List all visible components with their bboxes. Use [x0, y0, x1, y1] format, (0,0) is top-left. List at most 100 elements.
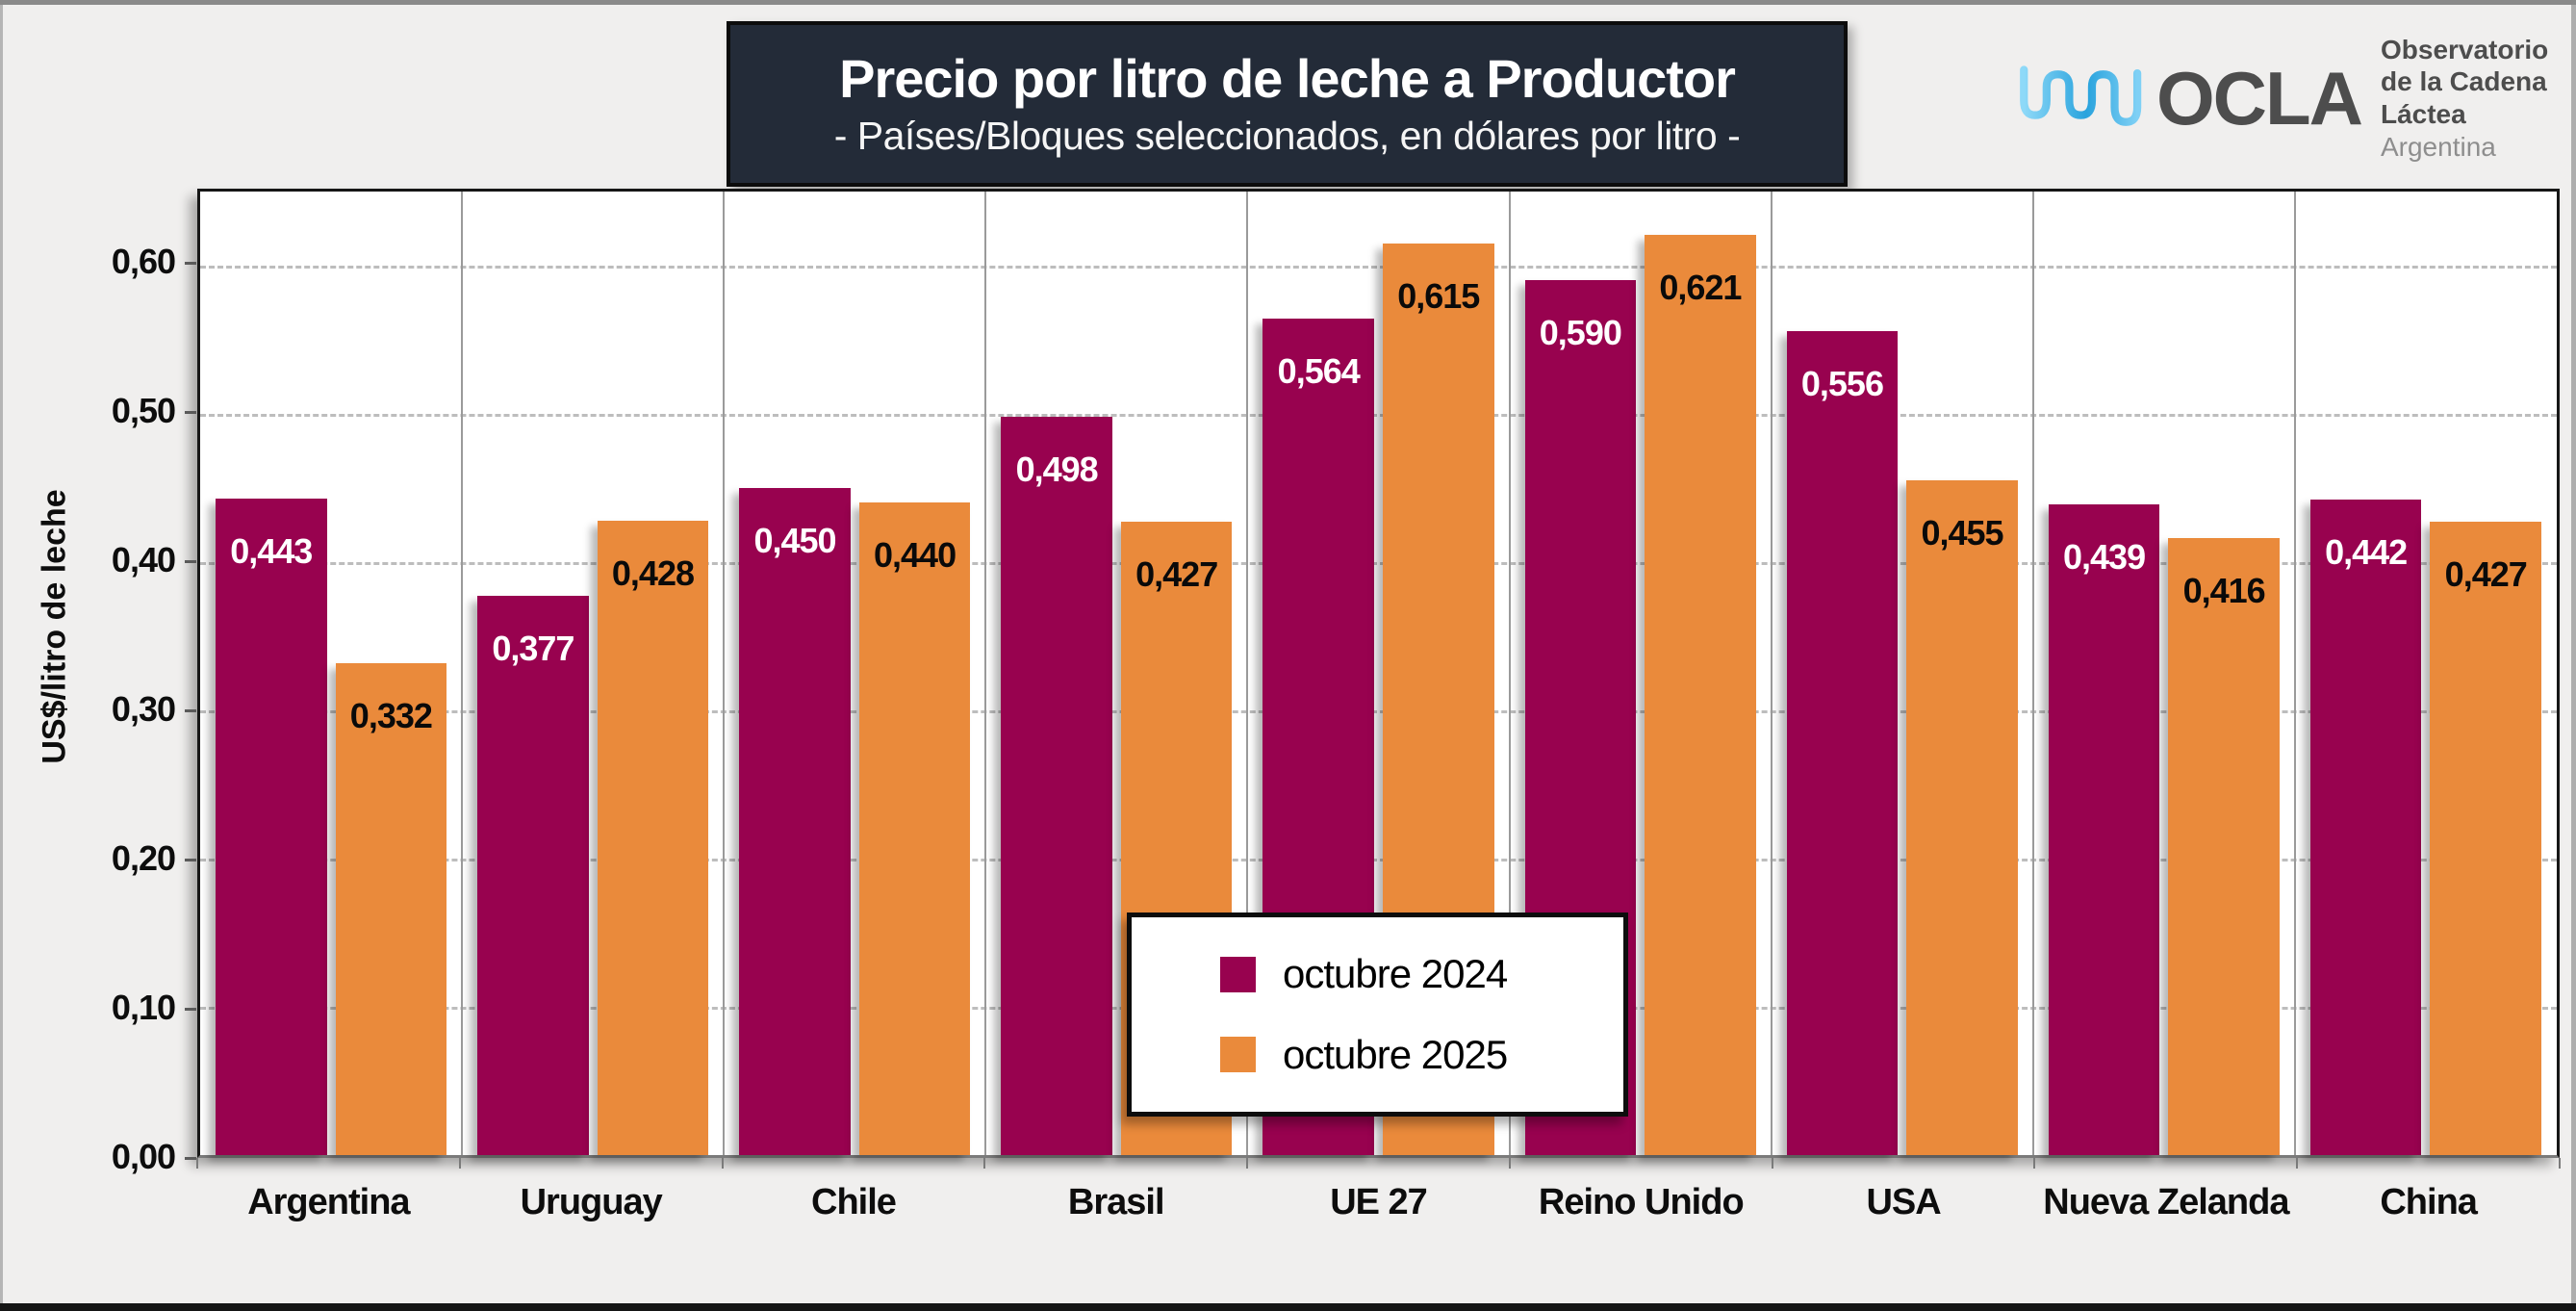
legend-box: octubre 2024 octubre 2025	[1127, 913, 1628, 1117]
bar-value-label: 0,427	[1135, 554, 1218, 595]
category-label: Reino Unido	[1538, 1182, 1745, 1222]
category-label: Argentina	[247, 1182, 410, 1222]
bar: 0,427	[2430, 522, 2541, 1155]
category-label: China	[2380, 1182, 2478, 1222]
bar: 0,440	[858, 502, 971, 1155]
milk-wave-icon	[2020, 65, 2142, 126]
bar: 0,556	[1786, 330, 1899, 1155]
category-separator	[723, 192, 726, 1155]
category-label: Uruguay	[520, 1182, 663, 1222]
x-axis-tick-mark	[1771, 1158, 1773, 1169]
category-separator	[2031, 192, 2034, 1155]
bar: 0,442	[2309, 500, 2422, 1155]
legend-item: octubre 2024	[1220, 951, 1623, 997]
gridline	[200, 266, 2557, 269]
category-separator	[1770, 192, 1773, 1155]
bar-value-label: 0,621	[1659, 267, 1742, 307]
bar: 0,332	[335, 662, 447, 1155]
bar: 0,377	[477, 596, 589, 1155]
y-axis-tick-mark	[185, 859, 196, 862]
bar: 0,455	[1906, 480, 2018, 1155]
category-label: Brasil	[1067, 1182, 1165, 1222]
window-top-strip	[0, 0, 2576, 5]
gridline	[200, 414, 2557, 417]
category-group: 0,443 0,332	[200, 192, 462, 1155]
category-group: 0,556 0,455	[1772, 192, 2033, 1155]
ocla-line1: Observatorio	[2380, 34, 2549, 64]
x-axis-category-labels: Argentina Uruguay Chile Brasil UE 27 Reino Un…	[197, 1182, 2560, 1223]
bar-value-label: 0,428	[611, 553, 695, 593]
bar-value-label: 0,455	[1921, 513, 2003, 553]
window-right-strip	[2571, 5, 2576, 1311]
y-axis-tick-label: 0,00	[111, 1137, 176, 1176]
chart-title: Precio por litro de leche a Productor	[839, 47, 1736, 109]
category-group: 0,450 0,440	[724, 192, 985, 1155]
bar-value-label: 0,416	[2182, 571, 2266, 611]
y-axis-tick-mark	[185, 411, 196, 415]
bar: 0,416	[2168, 538, 2280, 1155]
x-axis-tick-mark	[983, 1158, 986, 1169]
y-axis-tick-label: 0,60	[111, 242, 176, 282]
bar-value-label: 0,427	[2444, 554, 2528, 595]
bar-value-label: 0,615	[1397, 275, 1480, 316]
x-axis-tick-mark	[2296, 1158, 2299, 1169]
category-label: Chile	[811, 1182, 897, 1222]
bar-value-label: 0,439	[2063, 536, 2146, 577]
bar-value-label: 0,332	[349, 695, 433, 735]
bar-value-label: 0,590	[1539, 313, 1622, 353]
bar-value-label: 0,564	[1277, 351, 1361, 392]
ocla-logo: OCLA Observatorio de la Cadena Láctea Ar…	[2016, 35, 2548, 162]
category-label: UE 27	[1330, 1182, 1428, 1222]
category-separator	[1246, 192, 1249, 1155]
bar: 0,428	[597, 520, 709, 1155]
x-axis-tick-mark	[2033, 1158, 2036, 1169]
y-axis-tick-mark	[185, 1008, 196, 1012]
x-axis-tick-mark	[1508, 1158, 1511, 1169]
chart-subtitle: - Países/Bloques seleccionados, en dólar…	[833, 114, 1741, 159]
gridline	[200, 562, 2557, 565]
y-axis-tick-label: 0,50	[111, 391, 176, 431]
y-axis-tick-mark	[185, 709, 196, 713]
bar-value-label: 0,450	[753, 521, 836, 560]
bar: 0,439	[2048, 503, 2160, 1155]
bar-value-label: 0,377	[492, 629, 574, 669]
y-axis-tick-label: 0,30	[111, 689, 176, 730]
category-separator	[984, 192, 987, 1155]
y-axis-tick-label: 0,40	[111, 540, 176, 580]
gridline	[200, 859, 2557, 861]
bar-value-label: 0,442	[2325, 532, 2408, 573]
category-group: 0,439 0,416	[2033, 192, 2295, 1155]
x-axis-tick-mark	[458, 1158, 461, 1169]
bar: 0,498	[1001, 417, 1112, 1155]
ocla-line2: de la Cadena Láctea	[2380, 66, 2547, 129]
category-separator	[461, 192, 464, 1155]
y-axis-tick-mark	[185, 262, 196, 266]
gridline	[200, 710, 2557, 713]
legend-swatch	[1220, 956, 1256, 992]
bar-value-label: 0,498	[1015, 450, 1099, 490]
bar: 0,621	[1645, 234, 1756, 1155]
ocla-acronym: OCLA	[2156, 56, 2363, 141]
y-axis-tick-mark	[185, 560, 196, 564]
category-separator	[1508, 192, 1511, 1155]
x-axis-tick-mark	[196, 1158, 198, 1169]
category-group: 0,442 0,427	[2295, 192, 2557, 1155]
y-axis-tick-label: 0,10	[111, 988, 176, 1028]
bars-layer: 0,443 0,332 0,377 0,428 0,450 0,440 0,498 0,427…	[200, 192, 2557, 1155]
ocla-line3: Argentina	[2380, 131, 2496, 162]
bar-value-label: 0,556	[1800, 363, 1884, 403]
bar-value-label: 0,440	[874, 535, 956, 576]
legend-label: octubre 2024	[1283, 951, 1508, 997]
bar: 0,443	[216, 498, 327, 1155]
legend-item: octubre 2025	[1220, 1032, 1623, 1078]
x-axis-tick-mark	[1246, 1158, 1249, 1169]
plot-area: 0,443 0,332 0,377 0,428 0,450 0,440 0,498 0,427…	[197, 189, 2560, 1158]
y-axis-tick-label: 0,20	[111, 838, 176, 879]
category-separator	[2293, 192, 2296, 1155]
bar: 0,450	[739, 488, 851, 1155]
legend-swatch	[1220, 1037, 1256, 1073]
legend-label: octubre 2025	[1283, 1031, 1508, 1077]
x-axis-tick-mark	[2559, 1158, 2561, 1169]
category-group: 0,377 0,428	[462, 192, 724, 1155]
